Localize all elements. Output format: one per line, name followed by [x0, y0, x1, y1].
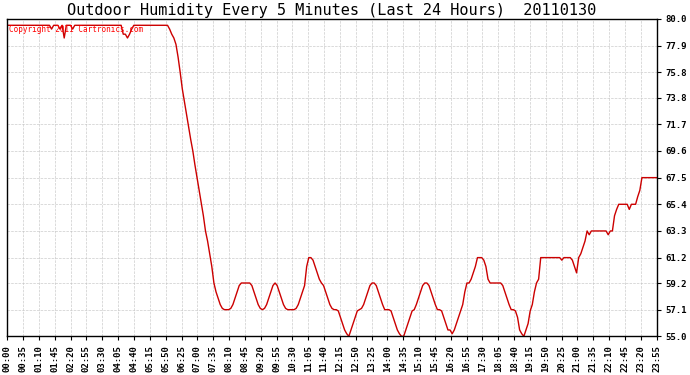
Title: Outdoor Humidity Every 5 Minutes (Last 24 Hours)  20110130: Outdoor Humidity Every 5 Minutes (Last 2… [68, 3, 597, 18]
Text: Copyright 2011 Cartronics.com: Copyright 2011 Cartronics.com [9, 25, 144, 34]
